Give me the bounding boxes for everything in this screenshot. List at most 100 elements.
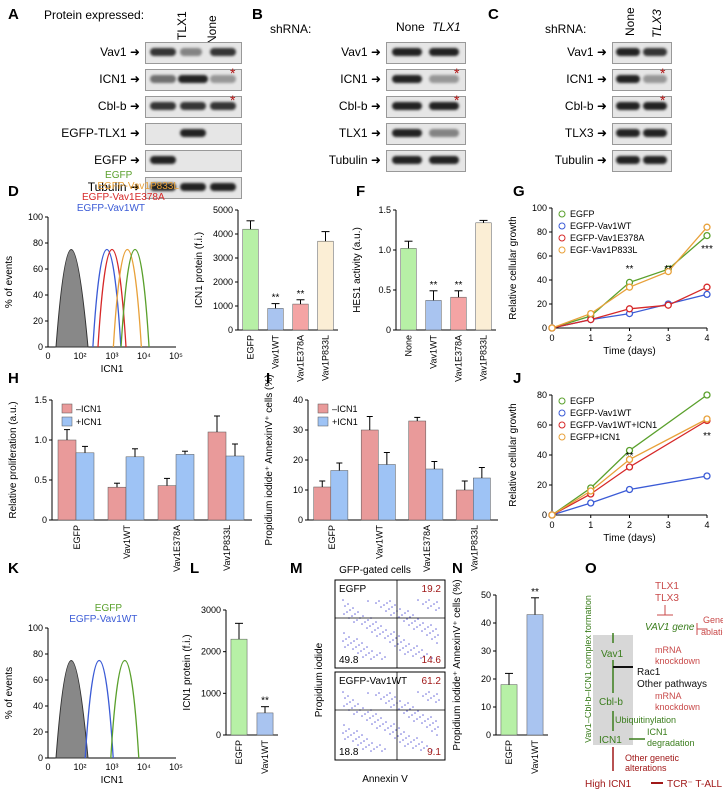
blot-b-row-label: ICN1 ➜ <box>340 72 381 86</box>
chart-e-sig: ** <box>297 289 305 300</box>
chart-m-event <box>348 728 350 730</box>
chart-m-event <box>353 713 355 715</box>
chart-j-legend-label: EGFP-Vav1WT <box>570 408 632 418</box>
chart-e-bar <box>242 228 259 331</box>
blot-c-row-label: ICN1 ➜ <box>566 72 607 86</box>
chart-j-xtick-label: 3 <box>666 520 671 530</box>
blot-c-band-row <box>612 123 672 145</box>
chart-f-ytick-label: 0.5 <box>378 285 391 295</box>
diagram-mrna2-1: mRNA <box>655 691 682 701</box>
chart-e-xtick-label: Vav1E378A <box>296 335 306 382</box>
chart-m-event <box>436 601 438 603</box>
chart-m-event <box>375 713 377 715</box>
chart-m-event <box>371 723 373 725</box>
chart-m-sample: EGFP <box>339 584 367 595</box>
chart-m-event <box>375 694 377 696</box>
chart-m-event <box>399 608 401 610</box>
blot-c-band-row <box>612 96 672 118</box>
chart-m-event <box>393 612 395 614</box>
chart-j-point <box>587 487 595 495</box>
chart-m-event <box>347 603 349 605</box>
chart-m-event <box>389 692 391 694</box>
chart-m-event <box>371 650 373 652</box>
blot-band <box>429 48 459 56</box>
chart-k-ytick-label: 0 <box>38 753 43 763</box>
chart-m-ur: 61.2 <box>422 676 442 687</box>
chart-h-bar <box>207 431 227 521</box>
chart-d-legend-label: EGFP-Vav1P833L <box>97 181 179 192</box>
chart-g-point <box>703 290 711 299</box>
chart-j-legend-marker <box>558 433 566 441</box>
chart-k-legend-label: EGFP <box>95 603 123 614</box>
chart-m-event <box>427 718 429 720</box>
chart-m-event <box>404 612 406 614</box>
chart-h-xtick-label: EGFP <box>72 525 82 550</box>
chart-m-event <box>402 647 404 649</box>
chart-l-sig: ** <box>261 696 269 707</box>
chart-j-sig: ** <box>626 451 634 462</box>
blot-band <box>392 48 422 56</box>
chart-i-bar <box>408 420 427 521</box>
chart-m-event <box>343 613 345 615</box>
blot-band <box>643 48 667 56</box>
chart-g-sig: ** <box>664 264 672 275</box>
chart-h-legend-swatch <box>61 403 73 414</box>
blot-band <box>392 129 422 137</box>
chart-j-legend-label: EGFP <box>570 396 595 406</box>
chart-m-event <box>409 616 411 618</box>
chart-k-histogram <box>84 660 114 759</box>
chart-m-event <box>438 699 440 701</box>
chart-m-event <box>390 614 392 616</box>
chart-m-event <box>374 629 376 631</box>
chart-m-event <box>342 640 344 642</box>
diagram-ubiquitinylation: Ubiquitinylation <box>615 715 676 725</box>
chart-h-xtick-label: Vav1E378A <box>172 525 182 572</box>
chart-m-event <box>345 730 347 732</box>
chart-m-event <box>431 638 433 640</box>
chart-m-event <box>398 708 400 710</box>
chart-h-bar <box>57 439 77 521</box>
chart-m-event <box>379 652 381 654</box>
chart-d-histogram <box>92 249 122 348</box>
chart-m-event <box>351 615 353 617</box>
chart-m-event <box>388 700 390 702</box>
chart-m-event <box>399 700 401 702</box>
diagram-high-icn1: High ICN1 <box>585 779 632 790</box>
chart-i-bar <box>360 429 379 521</box>
chart-m-event <box>413 628 415 630</box>
chart-m-event <box>431 749 433 751</box>
blot-b-row-label: Tubulin ➜ <box>328 153 381 167</box>
blot-asterisk: * <box>660 92 666 108</box>
blot-c-header: shRNA: <box>545 22 587 36</box>
chart-m-event <box>421 722 423 724</box>
blot-c-band-row <box>612 69 672 91</box>
diagram-gene-ablation-1: Gene <box>703 615 723 625</box>
chart-l-ytick-label: 0 <box>216 730 221 740</box>
blot-band <box>429 129 459 137</box>
blot-band <box>180 102 206 110</box>
blot-band <box>616 48 640 56</box>
chart-n-xtick-label: EGFP <box>504 740 514 765</box>
chart-m-event <box>408 735 410 737</box>
chart-m-event <box>352 699 354 701</box>
chart-j-legend-label: EGFP-Vav1WT+ICN1 <box>570 420 657 430</box>
chart-m-event <box>411 622 413 624</box>
chart-m-event <box>361 642 363 644</box>
panel-letter-k: K <box>8 560 19 577</box>
chart-g-point <box>664 301 672 309</box>
chart-m-event <box>410 741 412 743</box>
blot-b-header: shRNA: <box>270 22 312 36</box>
chart-n-sig: ** <box>531 587 539 598</box>
chart-m-event <box>368 744 370 746</box>
chart-g-point <box>703 283 711 291</box>
chart-d-xtick-label: 10³ <box>105 351 118 361</box>
chart-m-event <box>366 738 368 740</box>
chart-m-event <box>404 745 406 747</box>
chart-m-event <box>436 642 438 644</box>
chart-i-ytick-label: 10 <box>293 485 303 495</box>
blot-band <box>429 102 459 110</box>
blot-band <box>150 156 176 164</box>
chart-m-event <box>380 606 382 608</box>
chart-m-event <box>429 724 431 726</box>
chart-i-bar <box>425 468 444 521</box>
